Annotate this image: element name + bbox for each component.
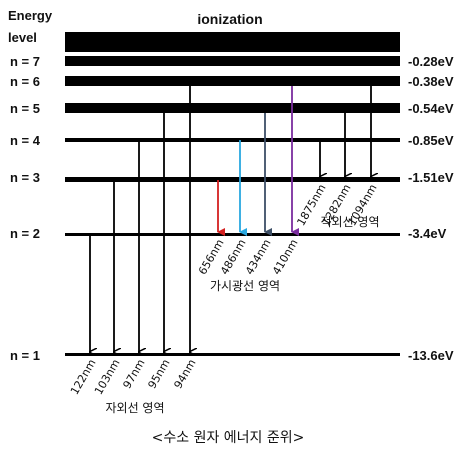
arrows	[90, 86, 371, 352]
wavelength-label: 97nm	[120, 357, 147, 391]
level-label: n = 5	[10, 101, 40, 116]
energy-label: -0.85eV	[408, 133, 454, 148]
level-label: n = 6	[10, 74, 40, 89]
level-label: n = 7	[10, 54, 40, 69]
level-line	[65, 56, 400, 66]
series-name: 자외선 영역	[105, 401, 164, 415]
level-label: n = 2	[10, 226, 40, 241]
series-name: 적외선 영역	[320, 215, 379, 229]
energy-label: -1.51eV	[408, 170, 454, 185]
series-name: 가시광선 영역	[210, 279, 280, 293]
wavelength-label: 94nm	[171, 357, 198, 391]
ionization-label: ionization	[197, 11, 262, 27]
axis-label: Energy	[8, 8, 53, 23]
energy-label: -0.54eV	[408, 101, 454, 116]
level-line	[65, 138, 400, 142]
level-labels: n = 7 n = 6 n = 5 n = 4 n = 3 n = 2 n = …	[10, 54, 454, 363]
level-label: n = 3	[10, 170, 40, 185]
ionization-band	[65, 32, 400, 52]
energy-label: -0.38eV	[408, 74, 454, 89]
level-label: n = 4	[10, 133, 41, 148]
level-line	[65, 233, 400, 236]
level-label: n = 1	[10, 348, 40, 363]
energy-label: -0.28eV	[408, 54, 454, 69]
caption: <수소 원자 에너지 준위>	[152, 430, 305, 446]
level-line	[65, 177, 400, 182]
energy-label: -3.4eV	[408, 226, 447, 241]
energy-label: -13.6eV	[408, 348, 454, 363]
level-line	[65, 103, 400, 113]
axis-label: level	[8, 30, 37, 45]
level-line	[65, 353, 400, 356]
level-line	[65, 76, 400, 86]
wavelength-label: 410nm	[270, 237, 301, 277]
wavelength-label: 95nm	[145, 357, 172, 391]
